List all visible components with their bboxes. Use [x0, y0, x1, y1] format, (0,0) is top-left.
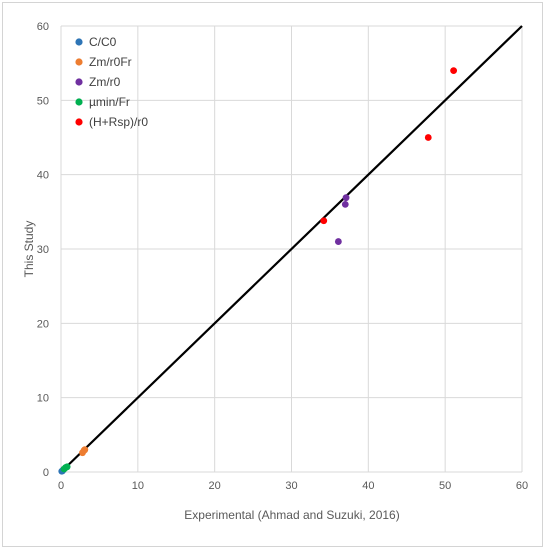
legend-marker: [75, 38, 83, 46]
reference-line-layer: [60, 25, 523, 473]
data-point-series-2: [81, 446, 89, 454]
legend-marker: [75, 58, 83, 66]
data-point-series-3: [334, 238, 342, 245]
legend-label: µmin/Fr: [89, 95, 130, 109]
data-point-series-3: [342, 194, 350, 202]
legend: C/C0 Zm/r0Fr Zm/r0 µmin/Fr (H+Rsp)/r0: [75, 35, 148, 129]
x-tick-label: 50: [439, 480, 451, 492]
x-tick-label: 20: [209, 480, 221, 492]
x-tick-label: 0: [58, 480, 64, 492]
legend-label: (H+Rsp)/r0: [89, 115, 148, 129]
tick-labels: 0 10 20 30 40 50 60 0 10 20 30 40 50 60: [37, 21, 528, 492]
data-point-series-5: [320, 217, 328, 225]
x-tick-label: 40: [362, 480, 374, 492]
y-axis-title: This Study: [22, 221, 36, 278]
y-tick-label: 20: [37, 318, 49, 330]
y-tick-label: 0: [43, 467, 49, 479]
legend-label: Zm/r0Fr: [89, 55, 132, 69]
y-tick-label: 10: [37, 393, 49, 405]
legend-marker: [75, 78, 83, 86]
legend-marker: [75, 118, 83, 126]
legend-label: Zm/r0: [89, 75, 121, 89]
data-points: [58, 67, 458, 475]
y-tick-label: 40: [37, 170, 49, 182]
x-axis-title: Experimental (Ahmad and Suzuki, 2016): [184, 508, 399, 522]
data-point-series-5: [450, 67, 458, 74]
data-point-series-5: [424, 134, 432, 141]
y-tick-label: 50: [37, 95, 49, 107]
x-tick-label: 60: [516, 480, 528, 492]
y-tick-label: 30: [37, 244, 49, 256]
y-tick-label: 60: [37, 21, 49, 33]
reference-line: [60, 25, 523, 473]
legend-label: C/C0: [89, 35, 117, 49]
data-point-series-4: [63, 463, 71, 471]
legend-marker: [75, 98, 83, 106]
data-point-series-3: [341, 201, 349, 208]
x-tick-label: 10: [132, 480, 144, 492]
x-tick-label: 30: [285, 480, 297, 492]
